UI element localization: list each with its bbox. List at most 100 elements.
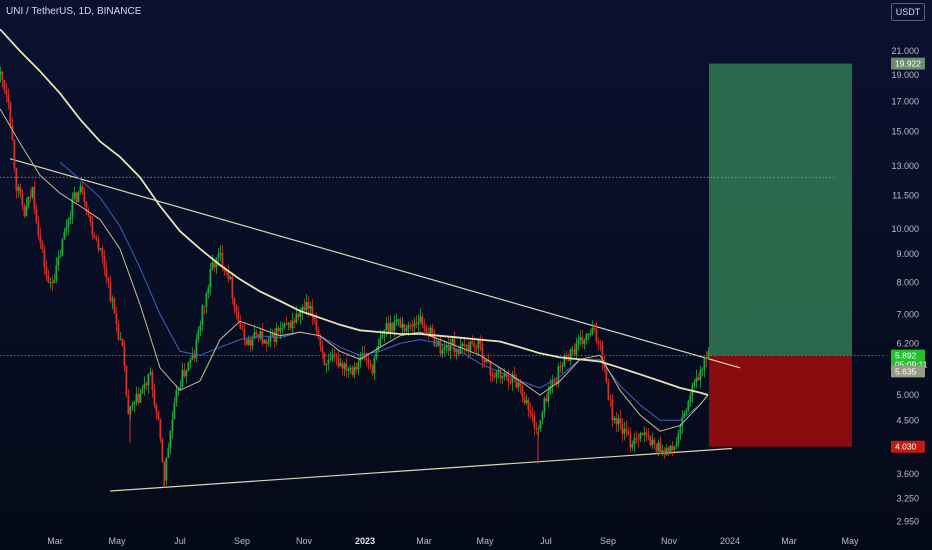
candle-up: [587, 333, 590, 335]
candle-down: [593, 327, 596, 330]
candle-down: [83, 192, 86, 203]
candle-down: [411, 325, 414, 327]
candle-up: [579, 337, 582, 340]
time-axis[interactable]: Mar May Jul Sep Nov 2023 Mar May Jul Sep Nov 2024 Ma…: [47, 536, 859, 546]
candle-up: [485, 359, 488, 363]
candle-up: [643, 432, 646, 435]
candle-down: [163, 461, 166, 481]
candle-up: [455, 349, 458, 352]
candle-down: [399, 319, 402, 328]
symbol-title: UNI / TetherUS, 1D, BINANCE: [6, 6, 142, 17]
candle-up: [197, 330, 200, 340]
candle-down: [107, 278, 110, 283]
candle-down: [103, 256, 106, 269]
candle-up: [63, 231, 66, 240]
candle-down: [483, 359, 486, 363]
candle-up: [541, 412, 544, 421]
target-zone: [709, 63, 852, 356]
candle-up: [549, 386, 552, 392]
candle-up: [631, 444, 634, 448]
candle-up: [57, 257, 60, 266]
candle-up: [217, 254, 220, 258]
candle-up: [385, 323, 388, 330]
price-axis[interactable]: 21.000 19.000 17.000 15.000 13.000 11.500 10.0…: [891, 46, 919, 527]
candle-down: [581, 337, 584, 345]
candle-down: [319, 336, 322, 346]
candle-up: [299, 312, 302, 318]
candle-down: [29, 196, 32, 198]
candle-up: [25, 205, 28, 217]
price-tick-label: 13.000: [891, 161, 919, 171]
candle-up: [247, 339, 250, 345]
candle-down: [47, 275, 50, 283]
candle-down: [531, 413, 534, 416]
candle-up: [279, 328, 282, 332]
candle-up: [61, 239, 64, 256]
candle-up: [325, 363, 328, 366]
target-badge-bg: [891, 57, 925, 70]
candle-up: [201, 305, 204, 326]
candle-up: [59, 255, 62, 258]
candle-up: [563, 355, 566, 366]
candle-up: [263, 340, 266, 344]
candle-up: [577, 339, 580, 344]
candle-down: [433, 333, 436, 347]
candle-down: [249, 339, 252, 346]
time-tick-label: Mar: [416, 536, 432, 546]
candle-down: [127, 395, 130, 415]
price-badge-text: 05:09:11: [895, 360, 928, 370]
candle-down: [597, 340, 600, 344]
candle-up: [539, 420, 542, 429]
price-tick-label: 11.500: [892, 190, 919, 200]
candle-up: [665, 447, 668, 456]
candle-up: [111, 298, 114, 301]
candle-down: [509, 382, 512, 384]
candle-down: [43, 249, 46, 268]
candle-down: [499, 369, 502, 379]
candle-down: [341, 362, 344, 369]
candle-up: [681, 416, 684, 427]
candle-down: [337, 356, 340, 367]
candle-down: [297, 313, 300, 318]
time-tick-label: Jul: [540, 536, 552, 546]
stop-badge-text: 4.030: [895, 442, 917, 452]
price-tick-label: 17.000: [891, 97, 919, 107]
candle-up: [375, 350, 378, 358]
candle-up: [547, 391, 550, 402]
candle-up: [689, 395, 692, 402]
trendlines[interactable]: [9, 158, 741, 492]
candle-up: [219, 253, 222, 255]
position-zones: [709, 63, 852, 447]
candle-down: [463, 343, 466, 346]
candle-up: [119, 338, 122, 340]
candle-down: [671, 445, 674, 450]
candle-up: [469, 341, 472, 351]
candle-up: [561, 365, 564, 368]
candle-up: [679, 426, 682, 434]
candle-down: [345, 363, 348, 371]
candle-down: [23, 205, 26, 217]
currency-button[interactable]: USDT: [891, 3, 925, 21]
candle-down: [277, 328, 280, 332]
time-tick-label: 2024: [720, 536, 740, 546]
candle-up: [73, 192, 76, 199]
candle-down: [705, 358, 708, 360]
candle-up: [613, 417, 616, 421]
candle-down: [471, 341, 474, 344]
candle-up: [173, 402, 176, 420]
stop-zone: [709, 355, 852, 447]
candle-down: [285, 323, 288, 325]
candle-down: [159, 418, 162, 439]
candle-down: [7, 94, 10, 104]
candle-down: [161, 438, 164, 462]
candle-down: [9, 103, 12, 126]
ma-badge-bg: [891, 365, 925, 378]
candle-down: [313, 316, 316, 320]
candle-down: [221, 253, 224, 268]
candle-up: [283, 323, 286, 328]
candle-down: [315, 319, 318, 331]
candle-up: [229, 277, 232, 280]
candle-up: [511, 374, 514, 383]
